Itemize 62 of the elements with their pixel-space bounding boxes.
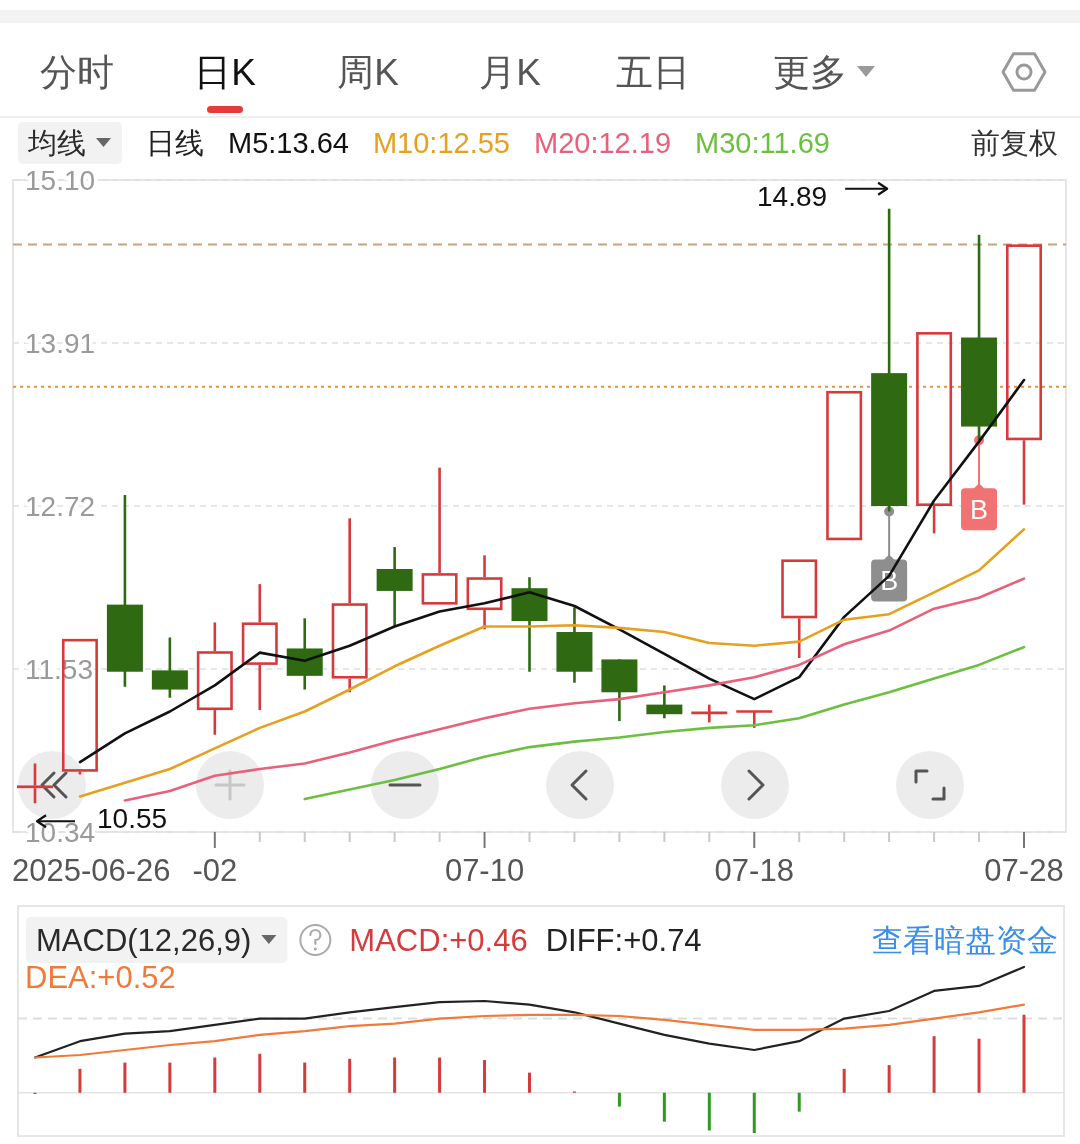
text: 周K	[337, 51, 400, 93]
text: 2025-06-26	[12, 852, 171, 888]
x-tick-label: 07-18	[714, 852, 794, 888]
bar	[78, 1068, 82, 1093]
candlestick	[690, 703, 729, 724]
y-tick-label: 10.34	[25, 816, 96, 848]
text: 日线	[146, 127, 204, 159]
text: M10:12.55	[372, 127, 510, 159]
text: 更多	[773, 51, 847, 93]
series-label: DIFF:+0.74	[545, 922, 702, 958]
text: 日K	[194, 51, 257, 93]
annotation: 14.89	[757, 181, 828, 213]
x-tick-label: 07-28	[984, 852, 1064, 888]
bar	[752, 1092, 756, 1133]
text: 五日	[616, 51, 690, 93]
candlestick	[196, 621, 233, 737]
candlestick	[421, 466, 458, 605]
y-tick-label: 13.91	[25, 327, 96, 359]
text: 月K	[479, 51, 542, 93]
line-series	[303, 645, 1026, 801]
candlestick	[646, 684, 683, 720]
bar	[617, 1092, 621, 1107]
bar	[977, 1038, 981, 1093]
bar	[168, 1062, 172, 1093]
candlestick	[916, 332, 953, 535]
candlestick	[241, 582, 278, 712]
bar	[797, 1092, 801, 1112]
x-tick-label: -02	[192, 852, 238, 888]
candlestick	[1006, 244, 1042, 506]
candlestick	[466, 554, 503, 631]
text: M5:13.64	[228, 127, 349, 159]
bar	[887, 1065, 891, 1093]
text: M30:11.69	[695, 127, 830, 159]
y-tick-label: 15.10	[25, 164, 96, 196]
text: MACD:+0.46	[349, 922, 528, 958]
bar	[1022, 1014, 1026, 1093]
x-tick-label: 07-10	[444, 852, 525, 888]
bar	[393, 1057, 397, 1093]
candlestick	[781, 559, 818, 660]
series-label: DEA:+0.52	[25, 959, 176, 995]
text: M20:12.19	[533, 127, 672, 159]
candlestick	[826, 390, 863, 541]
chart-title: MACD(12,26,9)	[36, 922, 252, 958]
bar	[483, 1060, 487, 1093]
bar	[662, 1092, 666, 1122]
bar	[932, 1036, 936, 1093]
text: 前复权	[971, 127, 1058, 159]
bar	[348, 1058, 352, 1093]
legend-title: 均线	[27, 127, 86, 159]
text: 查看暗盘资金	[872, 922, 1058, 958]
annotation: B	[970, 495, 989, 526]
bar	[213, 1057, 217, 1093]
y-tick-label: 12.72	[25, 490, 96, 522]
annotation: 10.55	[97, 802, 168, 834]
bar	[842, 1068, 846, 1093]
bar	[438, 1057, 442, 1093]
bar	[303, 1062, 307, 1093]
bar	[123, 1062, 127, 1093]
bar	[258, 1053, 262, 1093]
bar	[528, 1072, 531, 1093]
text: 分时	[40, 51, 114, 93]
bar	[707, 1092, 711, 1131]
